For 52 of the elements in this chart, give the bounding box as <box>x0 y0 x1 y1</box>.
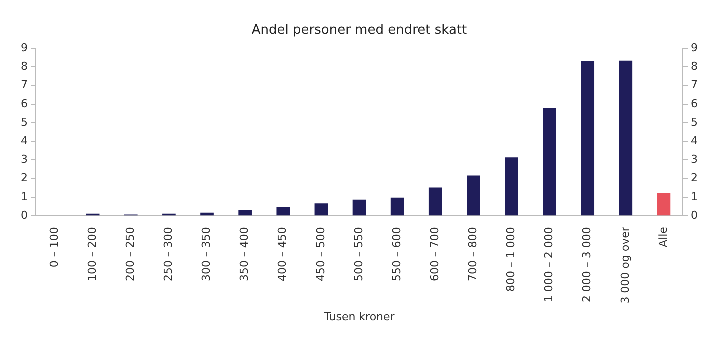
x-tick-label: 100 – 200 <box>86 227 99 282</box>
x-axis-title: Tusen kroner <box>323 310 396 324</box>
bar <box>276 207 290 216</box>
y-tick-label: 7 <box>21 78 28 92</box>
y-tick-label: 0 <box>21 208 28 222</box>
bar <box>200 212 214 216</box>
bar <box>543 108 556 216</box>
y2-tick-label: 1 <box>691 190 698 204</box>
y2-tick-label: 2 <box>691 172 698 185</box>
bar <box>657 193 671 216</box>
x-tick-label: 800 – 1 000 <box>504 227 518 292</box>
y-tick-label: 3 <box>21 153 28 166</box>
bar <box>581 61 595 216</box>
x-tick-label: 400 – 450 <box>276 227 290 282</box>
x-tick-label: 1 000 – 2 000 <box>542 227 556 303</box>
y-tick-label: 8 <box>21 60 28 74</box>
x-tick-label: 500 – 550 <box>352 227 366 282</box>
y-tick-label: 2 <box>21 172 28 185</box>
y2-tick-label: 4 <box>691 134 698 148</box>
y2-tick-label: 5 <box>691 116 698 129</box>
x-tick-label: 0 – 100 <box>48 227 61 268</box>
y2-tick-label: 0 <box>691 208 698 222</box>
x-tick-label: 200 – 250 <box>124 227 138 282</box>
x-tick-label: Alle <box>656 226 670 248</box>
bar <box>238 210 252 216</box>
y-tick-label: 5 <box>21 116 28 129</box>
chart-title: Andel personer med endret skatt <box>252 23 468 38</box>
y2-tick-label: 9 <box>691 41 698 54</box>
x-tick-label: 600 – 700 <box>428 227 442 282</box>
y2-tick-label: 8 <box>691 60 698 74</box>
x-tick-label: 3 000 og over <box>618 226 632 304</box>
bar <box>428 188 442 216</box>
x-tick-label: 300 – 350 <box>200 227 214 282</box>
y2-tick-label: 3 <box>691 153 698 166</box>
y-tick-label: 1 <box>21 190 28 204</box>
x-tick-label: 550 – 600 <box>390 227 404 282</box>
x-tick-label: 450 – 500 <box>314 227 328 282</box>
x-tick-label: 250 – 300 <box>162 227 176 282</box>
bar <box>619 60 633 216</box>
bar <box>352 200 366 216</box>
bar <box>505 158 518 216</box>
y-tick-label: 9 <box>21 41 28 54</box>
x-tick-label: 350 – 400 <box>238 227 252 282</box>
y2-tick-label: 6 <box>691 97 698 110</box>
bar <box>390 198 404 216</box>
x-tick-label: 2 000 – 3 000 <box>580 227 594 303</box>
y-tick-label: 4 <box>21 134 28 148</box>
bar <box>467 176 480 216</box>
bar <box>314 204 328 216</box>
x-tick-label: 700 – 800 <box>466 227 480 282</box>
y-tick-label: 6 <box>21 97 28 110</box>
y2-tick-label: 7 <box>691 78 698 92</box>
